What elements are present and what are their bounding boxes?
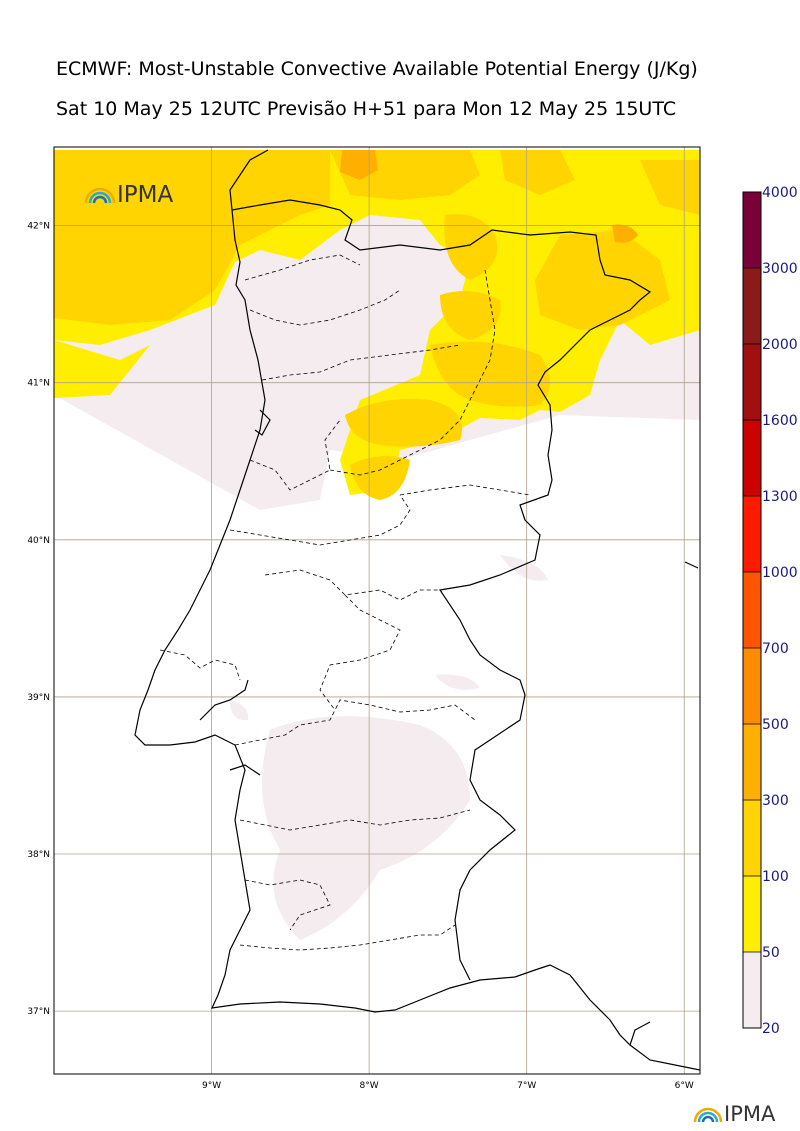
coastline bbox=[134, 149, 700, 1071]
cape-gold-area bbox=[54, 150, 330, 325]
spain-coastline-south bbox=[549, 964, 700, 1071]
logo-text: IPMA bbox=[117, 182, 173, 208]
ipma-logo-bottom: IPMA bbox=[693, 1102, 776, 1126]
district-boundary bbox=[159, 649, 241, 681]
cape-gold-area bbox=[430, 341, 550, 407]
colorbar-label: 500 bbox=[762, 717, 789, 733]
colorbar-band bbox=[743, 344, 761, 420]
tagus-estuary bbox=[199, 679, 249, 721]
colorbar-label: 1600 bbox=[762, 413, 798, 429]
cape-field bbox=[54, 150, 700, 940]
cape-gold-area bbox=[500, 150, 575, 195]
district-boundary bbox=[329, 269, 496, 476]
cape-gold-area bbox=[640, 160, 700, 215]
portugal-coastline bbox=[134, 209, 551, 1013]
logo-arc-icon bbox=[88, 191, 112, 204]
latitude-label: 40°N bbox=[27, 536, 50, 546]
cape-gold-area bbox=[345, 399, 462, 447]
district-boundary bbox=[261, 344, 461, 381]
longitude-label: 7°W bbox=[517, 1081, 536, 1091]
cape-gold-area bbox=[444, 214, 498, 280]
spain-coastline-north bbox=[231, 199, 652, 981]
colorbar-label: 3000 bbox=[762, 261, 798, 277]
logo-arc-icon bbox=[84, 187, 116, 204]
latitude-label: 39°N bbox=[27, 693, 50, 703]
district-boundary bbox=[229, 494, 411, 546]
colorbar-band bbox=[743, 420, 761, 496]
cape-orange-area bbox=[340, 150, 378, 180]
district-boundary bbox=[249, 419, 341, 491]
colorbar-label: 50 bbox=[762, 945, 780, 961]
cape-low-area bbox=[230, 700, 249, 721]
colorbar-band bbox=[743, 496, 761, 572]
colorbar-label: 1300 bbox=[762, 489, 798, 505]
district-boundary bbox=[239, 924, 456, 951]
map-edge-coast bbox=[684, 561, 699, 569]
colorbar-band bbox=[743, 648, 761, 724]
district-boundary bbox=[244, 254, 361, 281]
district-boundary bbox=[399, 484, 531, 496]
district-boundary bbox=[319, 594, 401, 711]
estuary bbox=[254, 409, 271, 436]
chart-subtitle: Sat 10 May 25 12UTC Previsão H+51 para M… bbox=[56, 98, 677, 120]
cape-low-area bbox=[500, 555, 548, 581]
colorbar-label: 20 bbox=[762, 1021, 780, 1037]
cape-low-area bbox=[262, 716, 470, 940]
cape-gold-area bbox=[350, 456, 410, 500]
logo-arc-icon bbox=[697, 1111, 719, 1123]
latitude-label: 42°N bbox=[27, 222, 50, 232]
latitude-label: 37°N bbox=[27, 1007, 50, 1017]
logo-text: IPMA bbox=[724, 1102, 776, 1126]
colorbar-band bbox=[743, 876, 761, 952]
colorbar-label: 100 bbox=[762, 869, 789, 885]
logo-arc-icon bbox=[92, 195, 108, 204]
lat-lon-grid bbox=[54, 147, 700, 1074]
district-boundary bbox=[239, 809, 471, 831]
map-frame bbox=[53, 146, 701, 1075]
colorbar-band bbox=[743, 952, 761, 1028]
cape-gold-area bbox=[535, 230, 670, 330]
colorbar-band bbox=[743, 572, 761, 648]
longitude-labels: 9°W 8°W 7°W 6°W bbox=[202, 1081, 694, 1091]
cape-gold-area bbox=[440, 291, 501, 340]
ipma-logo-top: IPMA bbox=[84, 182, 173, 208]
district-boundaries bbox=[159, 254, 531, 951]
colorbar-band bbox=[743, 724, 761, 800]
logo-arc-icon bbox=[693, 1107, 723, 1123]
cape-low-area bbox=[435, 674, 480, 690]
colorbar: 20 50 100 300 500 700 1000 1300 1600 2000 3000 4000 bbox=[742, 185, 798, 1037]
sado-estuary bbox=[229, 764, 261, 776]
cape-orange-area bbox=[612, 224, 638, 243]
latitude-label: 38°N bbox=[27, 850, 50, 860]
colorbar-label: 700 bbox=[762, 641, 789, 657]
colorbar-band bbox=[743, 192, 761, 268]
latitude-label: 41°N bbox=[27, 379, 50, 389]
colorbar-label: 1000 bbox=[762, 565, 798, 581]
colorbar-label: 300 bbox=[762, 793, 789, 809]
mediterranean-coast bbox=[629, 1021, 651, 1046]
district-boundary bbox=[264, 569, 440, 601]
galicia-coast bbox=[229, 149, 269, 211]
district-boundary bbox=[249, 289, 401, 326]
logo-arc-icon bbox=[701, 1115, 715, 1123]
longitude-label: 6°W bbox=[675, 1081, 694, 1091]
colorbar-band bbox=[743, 800, 761, 876]
colorbar-label: 2000 bbox=[762, 337, 798, 353]
latitude-labels: 42°N 41°N 40°N 39°N 38°N 37°N bbox=[27, 222, 50, 1018]
longitude-label: 8°W bbox=[360, 1081, 379, 1091]
colorbar-label: 4000 bbox=[762, 185, 798, 201]
district-boundary bbox=[234, 699, 476, 746]
colorbar-band bbox=[743, 268, 761, 344]
longitude-label: 9°W bbox=[202, 1081, 221, 1091]
cape-yellow-area bbox=[54, 340, 150, 398]
chart-title: ECMWF: Most-Unstable Convective Availabl… bbox=[56, 58, 698, 80]
